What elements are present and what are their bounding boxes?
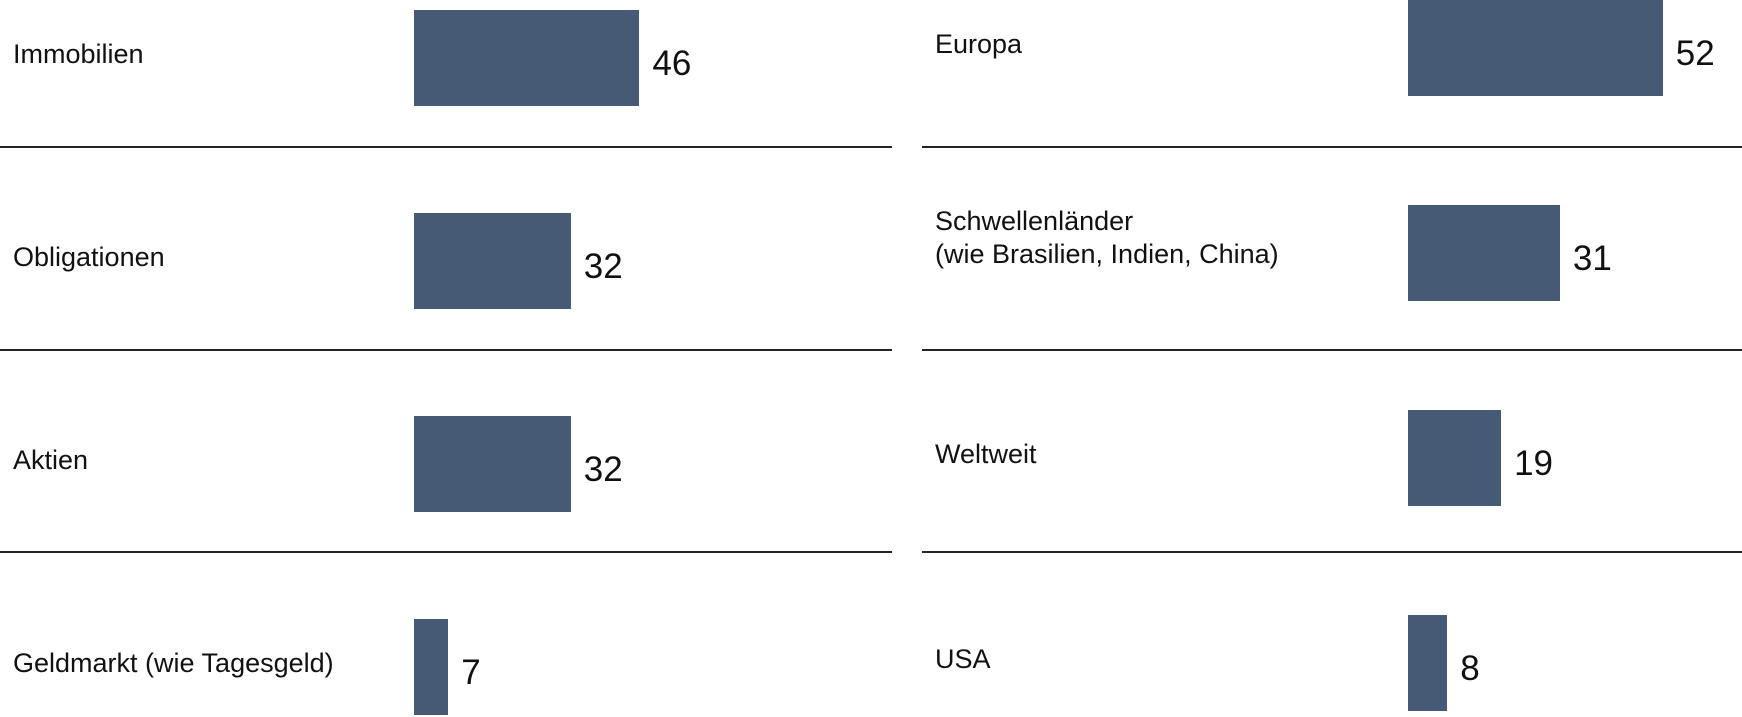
category-label: Aktien [13, 445, 89, 475]
bar [1408, 0, 1663, 96]
row-separator [0, 146, 892, 148]
category-label: Immobilien [13, 39, 144, 69]
chart-right: 52 Europa 31 Schwellenländer (wie Brasilien… [922, 0, 1742, 717]
row-separator [922, 349, 1742, 351]
value-label: 8 [1460, 649, 1480, 688]
value-label: 46 [652, 44, 692, 83]
row-separator [0, 349, 892, 351]
category-label: Schwellenländer (wie Brasilien, Indien, … [935, 206, 1279, 269]
category-label: Europa [935, 29, 1023, 59]
value-label: 31 [1572, 239, 1612, 278]
value-label: 19 [1514, 444, 1554, 483]
bar [414, 619, 449, 715]
value-label: 32 [583, 450, 623, 489]
bar [1408, 615, 1448, 711]
bar [414, 213, 571, 309]
category-label: Obligationen [13, 242, 165, 272]
bar [1408, 205, 1560, 301]
category-label: Geldmarkt (wie Tagesgeld) [13, 648, 334, 678]
category-label: Weltweit [935, 439, 1037, 469]
chart-left: 46 Immobilien 32 Obligationen 32 Aktien 7 Geldm… [0, 10, 892, 715]
value-label: 52 [1675, 34, 1715, 73]
row-separator [922, 146, 1742, 148]
value-label: 32 [583, 247, 623, 286]
row-separator [0, 551, 892, 553]
bar [414, 416, 571, 512]
bar [1408, 410, 1502, 506]
value-label: 7 [461, 653, 481, 692]
bar [414, 10, 640, 106]
category-label: USA [935, 644, 991, 674]
row-separator [922, 551, 1742, 553]
